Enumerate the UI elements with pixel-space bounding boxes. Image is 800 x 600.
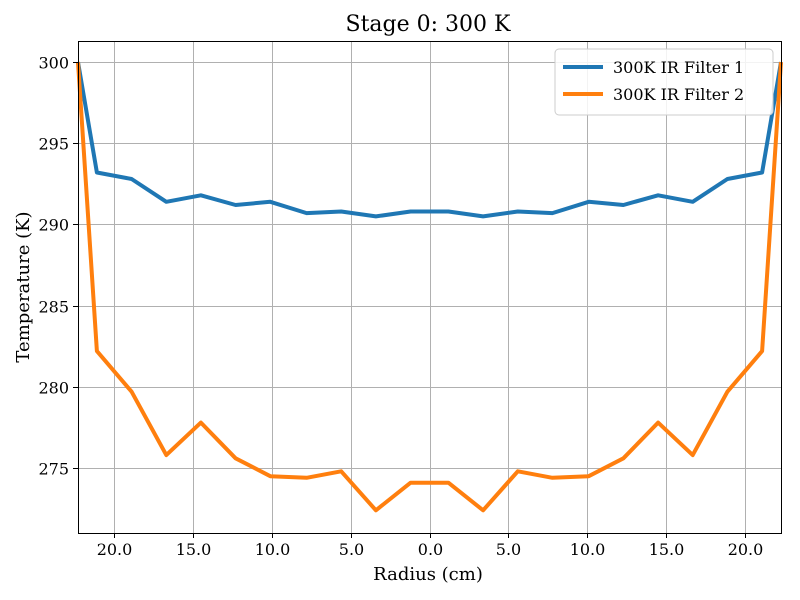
x-axis-label: Radius (cm) <box>373 564 483 585</box>
x-tick-label: 0.0 <box>418 540 443 559</box>
x-tick-label: 15.0 <box>176 540 212 559</box>
y-tick-label: 285 <box>38 298 69 317</box>
y-tick-label: 290 <box>38 216 69 235</box>
x-tick-label: 10.0 <box>570 540 606 559</box>
x-tick-label: 10.0 <box>255 540 291 559</box>
y-tick-label: 295 <box>38 135 69 154</box>
y-axis-label: Temperature (K) <box>13 211 34 362</box>
series-line-2 <box>76 61 783 513</box>
legend-box <box>554 48 774 116</box>
y-tick-label: 280 <box>38 379 69 398</box>
series-line-1 <box>76 61 783 219</box>
axis-ticks: 20.0 15.0 10.0 5.0 0.0 5.0 10.0 15.0 20.0 275 280 2… <box>38 54 763 560</box>
legend: 300K IR Filter 1 300K IR Filter 2 <box>554 48 774 116</box>
legend-label-1: 300K IR Filter 1 <box>613 58 744 77</box>
x-tick-label: 20.0 <box>97 540 133 559</box>
x-tick-label: 20.0 <box>728 540 764 559</box>
x-tick-label: 15.0 <box>649 540 685 559</box>
y-tick-label: 275 <box>38 460 69 479</box>
x-tick-label: 5.0 <box>339 540 364 559</box>
grid <box>78 41 781 533</box>
legend-label-2: 300K IR Filter 2 <box>613 85 744 104</box>
y-tick-label: 300 <box>38 54 69 73</box>
chart-title: Stage 0: 300 K <box>346 12 512 37</box>
x-tick-label: 5.0 <box>496 540 521 559</box>
series-lines <box>76 61 783 513</box>
